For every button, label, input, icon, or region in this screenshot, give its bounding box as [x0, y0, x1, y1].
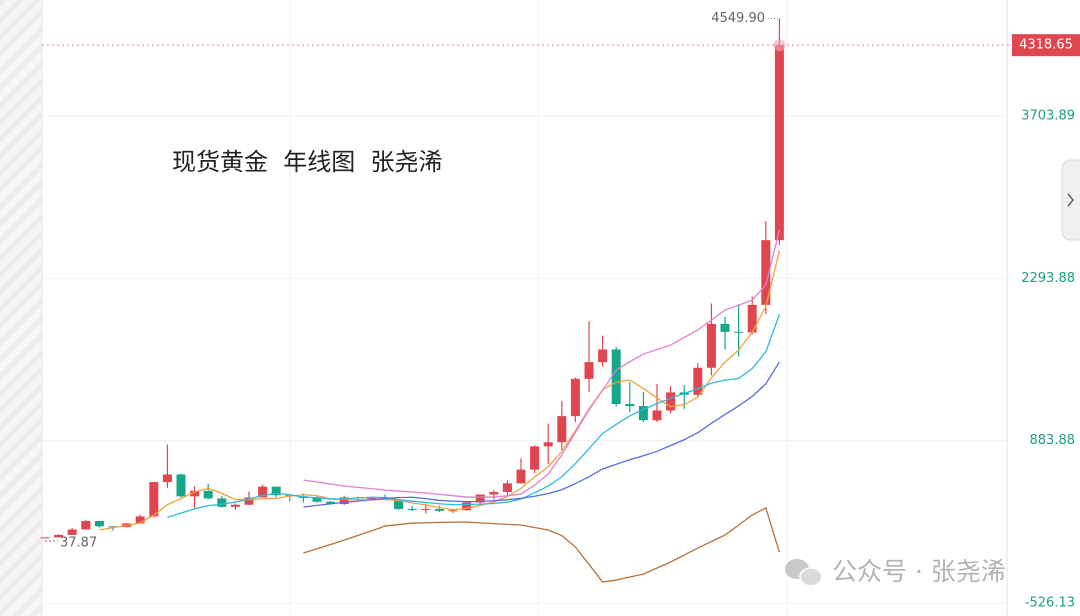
candle-body — [706, 323, 716, 368]
candle-body — [652, 410, 662, 421]
candle-body — [258, 486, 268, 498]
candle-body — [502, 483, 512, 492]
candle-body — [190, 490, 200, 497]
candle-body — [162, 474, 172, 483]
candle-body — [489, 491, 499, 495]
candle-body — [434, 509, 444, 511]
y-tick-label: 2293.88 — [1021, 271, 1075, 286]
plot: 4549.90 37.87 — [40, 11, 1007, 604]
expand-button-bg[interactable] — [1061, 159, 1080, 241]
expand-icon[interactable] — [1067, 193, 1075, 207]
candle-body — [108, 526, 118, 528]
candle-body — [67, 529, 77, 535]
indicator-line — [167, 314, 781, 518]
expand-button[interactable] — [1061, 159, 1080, 241]
candle-body — [774, 45, 784, 241]
indicator-line — [303, 229, 781, 498]
candle-body — [462, 502, 472, 511]
candle-body — [217, 498, 227, 507]
candle-body — [666, 392, 676, 411]
candle-body — [598, 349, 608, 363]
history-shade — [0, 0, 42, 616]
candle-body — [135, 516, 145, 524]
last-price-label: 4318.65 — [1019, 38, 1073, 53]
candle-body — [176, 474, 186, 497]
last-price-box — [1012, 34, 1080, 57]
candle-body — [230, 504, 240, 507]
y-tick-label: -526.13 — [1025, 596, 1075, 611]
candle-body — [421, 509, 431, 511]
candle-body — [625, 404, 635, 407]
last-price-dot — [773, 39, 786, 52]
candle-body — [312, 497, 322, 502]
candle-body — [244, 497, 254, 505]
candle-body — [40, 537, 50, 539]
candle-body — [448, 510, 458, 512]
max-label: 4549.90 — [711, 11, 765, 26]
indicator-line — [303, 361, 780, 508]
candle-body — [720, 323, 730, 332]
candle-body — [271, 486, 281, 496]
candle-body — [407, 509, 417, 511]
candle-body — [611, 349, 621, 405]
candle-body — [693, 367, 703, 395]
min-label: 37.87 — [60, 536, 97, 551]
candle-body — [638, 406, 648, 421]
candle-body — [54, 534, 64, 538]
candle-body — [584, 362, 594, 379]
candle-body — [366, 497, 376, 499]
y-tick-label: 883.88 — [1030, 433, 1076, 448]
candle-body — [81, 521, 91, 530]
candle-body — [203, 490, 213, 499]
candle-body — [326, 501, 336, 505]
candle-body — [394, 499, 404, 510]
candle-body — [530, 446, 540, 470]
candle-body — [339, 497, 349, 505]
indicator-line — [99, 250, 781, 531]
candle-body — [747, 304, 757, 333]
candle-body — [734, 331, 744, 333]
watermark: 公众号 · 张尧浠 — [785, 557, 1006, 587]
indicator-line — [303, 507, 781, 583]
candle-body — [475, 494, 485, 503]
candle-body — [543, 442, 553, 447]
chart-title: 现货黄金 年线图 张尧浠 — [172, 148, 443, 176]
candle-body — [761, 240, 771, 305]
candle-body — [557, 416, 567, 443]
candle-body — [149, 482, 159, 517]
candle-body — [516, 469, 526, 484]
candle-body — [94, 521, 104, 527]
y-tick-label: 3703.89 — [1021, 108, 1075, 123]
candle-body — [570, 378, 580, 417]
watermark-text: 公众号 · 张尧浠 — [832, 557, 1006, 586]
